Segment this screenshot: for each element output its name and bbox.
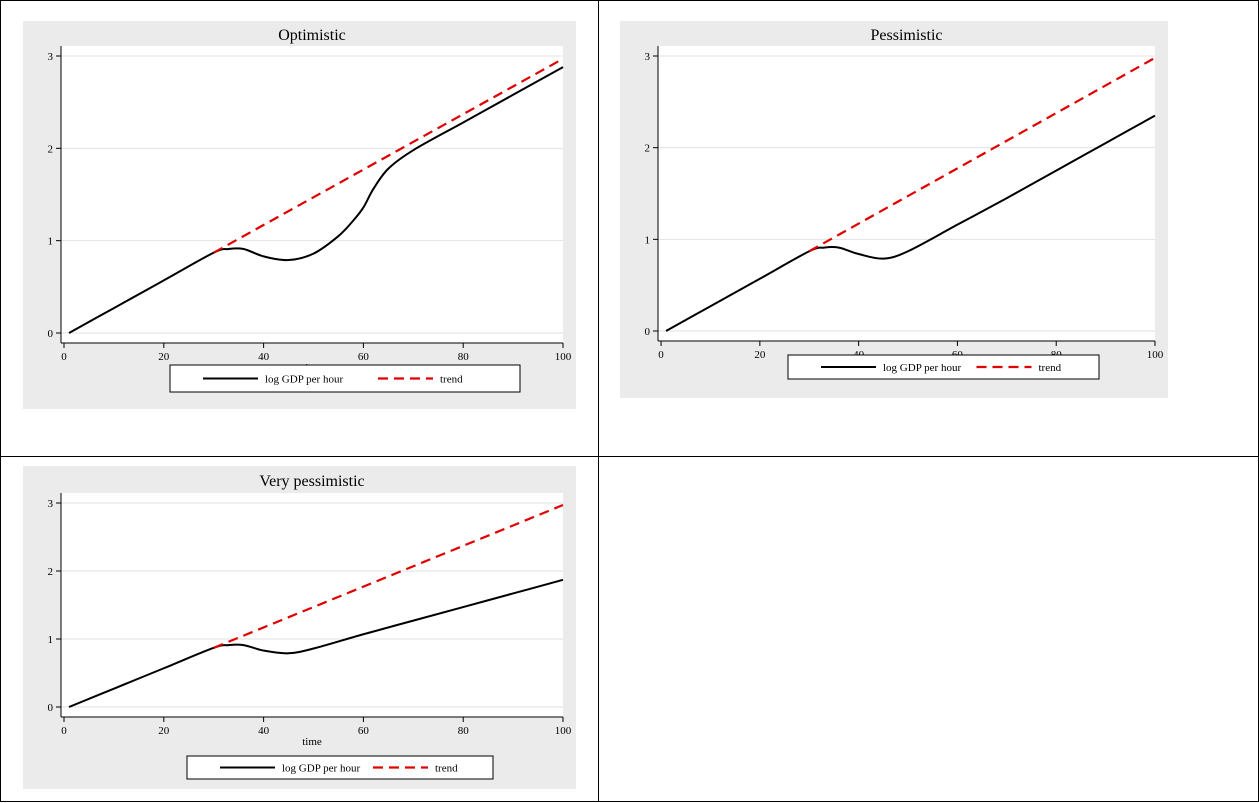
x-tick-label: 100 xyxy=(1147,349,1164,361)
table-border-bottom xyxy=(0,801,1259,802)
legend-label: log GDP per hour xyxy=(265,374,343,386)
y-tick-label: 1 xyxy=(48,634,54,646)
x-tick-label: 0 xyxy=(61,725,67,737)
y-tick-label: 2 xyxy=(48,143,54,155)
x-tick-label: 0 xyxy=(61,351,67,363)
table-border-middle-vertical xyxy=(598,0,599,802)
x-tick-label: 80 xyxy=(458,351,470,363)
chart-svg: 0123020406080100Optimistictimelog GDP pe… xyxy=(48,27,572,393)
x-tick-label: 40 xyxy=(258,351,270,363)
plot-area xyxy=(61,46,563,343)
x-tick-label: 20 xyxy=(158,351,170,363)
chart-title: Optimistic xyxy=(278,27,346,44)
y-tick-label: 2 xyxy=(48,566,54,578)
legend-label: log GDP per hour xyxy=(282,763,360,775)
y-tick-label: 1 xyxy=(48,236,54,248)
y-tick-label: 0 xyxy=(645,326,651,338)
legend-box xyxy=(186,755,494,780)
x-tick-label: 0 xyxy=(658,349,664,361)
y-tick-label: 2 xyxy=(645,143,651,155)
y-tick-label: 0 xyxy=(48,328,54,340)
y-tick-label: 3 xyxy=(48,51,54,63)
y-tick-label: 1 xyxy=(645,234,651,246)
x-tick-label: 80 xyxy=(458,725,470,737)
x-tick-label: 60 xyxy=(358,725,370,737)
x-tick-label: 40 xyxy=(258,725,270,737)
x-tick-label: 20 xyxy=(158,725,170,737)
chart-panel-very-pessimistic: 0 1 2 3 0 20 40 60 80 100 Very pessimistic time log … xyxy=(23,466,576,789)
series-log-gdp-line xyxy=(665,114,1156,332)
chart-svg: 0123020406080100Pessimistictimelog GDP p… xyxy=(645,27,1164,380)
x-axis-title: time xyxy=(302,736,322,748)
legend-label: trend xyxy=(1039,362,1062,374)
x-tick-label: 60 xyxy=(358,351,370,363)
plot-area xyxy=(658,46,1155,341)
chart-panel-optimistic: 0123020406080100Optimistictimelog GDP pe… xyxy=(23,21,576,409)
series-log-gdp-line xyxy=(68,66,564,334)
x-tick-label: 20 xyxy=(754,349,766,361)
chart-title: Very pessimistic xyxy=(259,473,364,490)
y-tick-label: 0 xyxy=(48,702,54,714)
table-border-left xyxy=(0,0,1,802)
chart-svg: 0 1 2 3 0 20 40 60 80 100 Very pessimistic time log … xyxy=(48,473,572,780)
plot-area xyxy=(61,493,563,717)
series-log-gdp-line xyxy=(68,578,564,708)
y-tick-label: 3 xyxy=(645,51,651,63)
x-tick-label: 100 xyxy=(555,351,572,363)
legend-label: trend xyxy=(440,374,463,386)
table-border-middle-horizontal xyxy=(0,456,1259,457)
series-trend-line xyxy=(213,57,564,254)
y-tick-label: 3 xyxy=(48,498,54,510)
table-border-top xyxy=(0,0,1259,1)
legend-label: trend xyxy=(435,763,458,775)
x-tick-label: 100 xyxy=(555,725,572,737)
series-trend-line xyxy=(808,56,1156,253)
legend-label: log GDP per hour xyxy=(883,362,961,374)
chart-title: Pessimistic xyxy=(870,27,942,44)
chart-panel-pessimistic: 0123020406080100Pessimistictimelog GDP p… xyxy=(620,21,1168,398)
